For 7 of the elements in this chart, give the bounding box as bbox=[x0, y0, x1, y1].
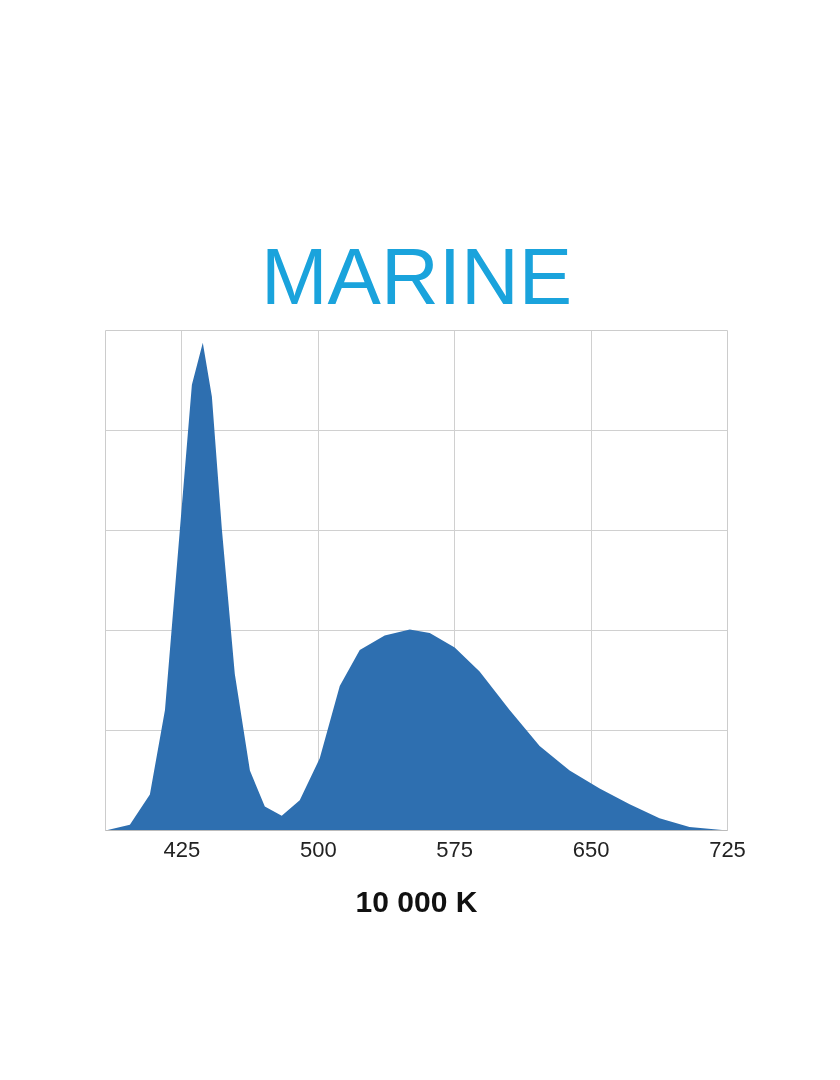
x-tick-label: 500 bbox=[299, 836, 337, 862]
chart-title: MARINE bbox=[260, 231, 573, 321]
x-tick-label: 575 bbox=[436, 836, 474, 862]
x-tick-label: 650 bbox=[572, 836, 610, 862]
x-tick-label: 425 bbox=[163, 836, 201, 862]
x-tick-label: 725 bbox=[709, 836, 746, 862]
x-axis-title: 10 000 K bbox=[355, 884, 478, 918]
